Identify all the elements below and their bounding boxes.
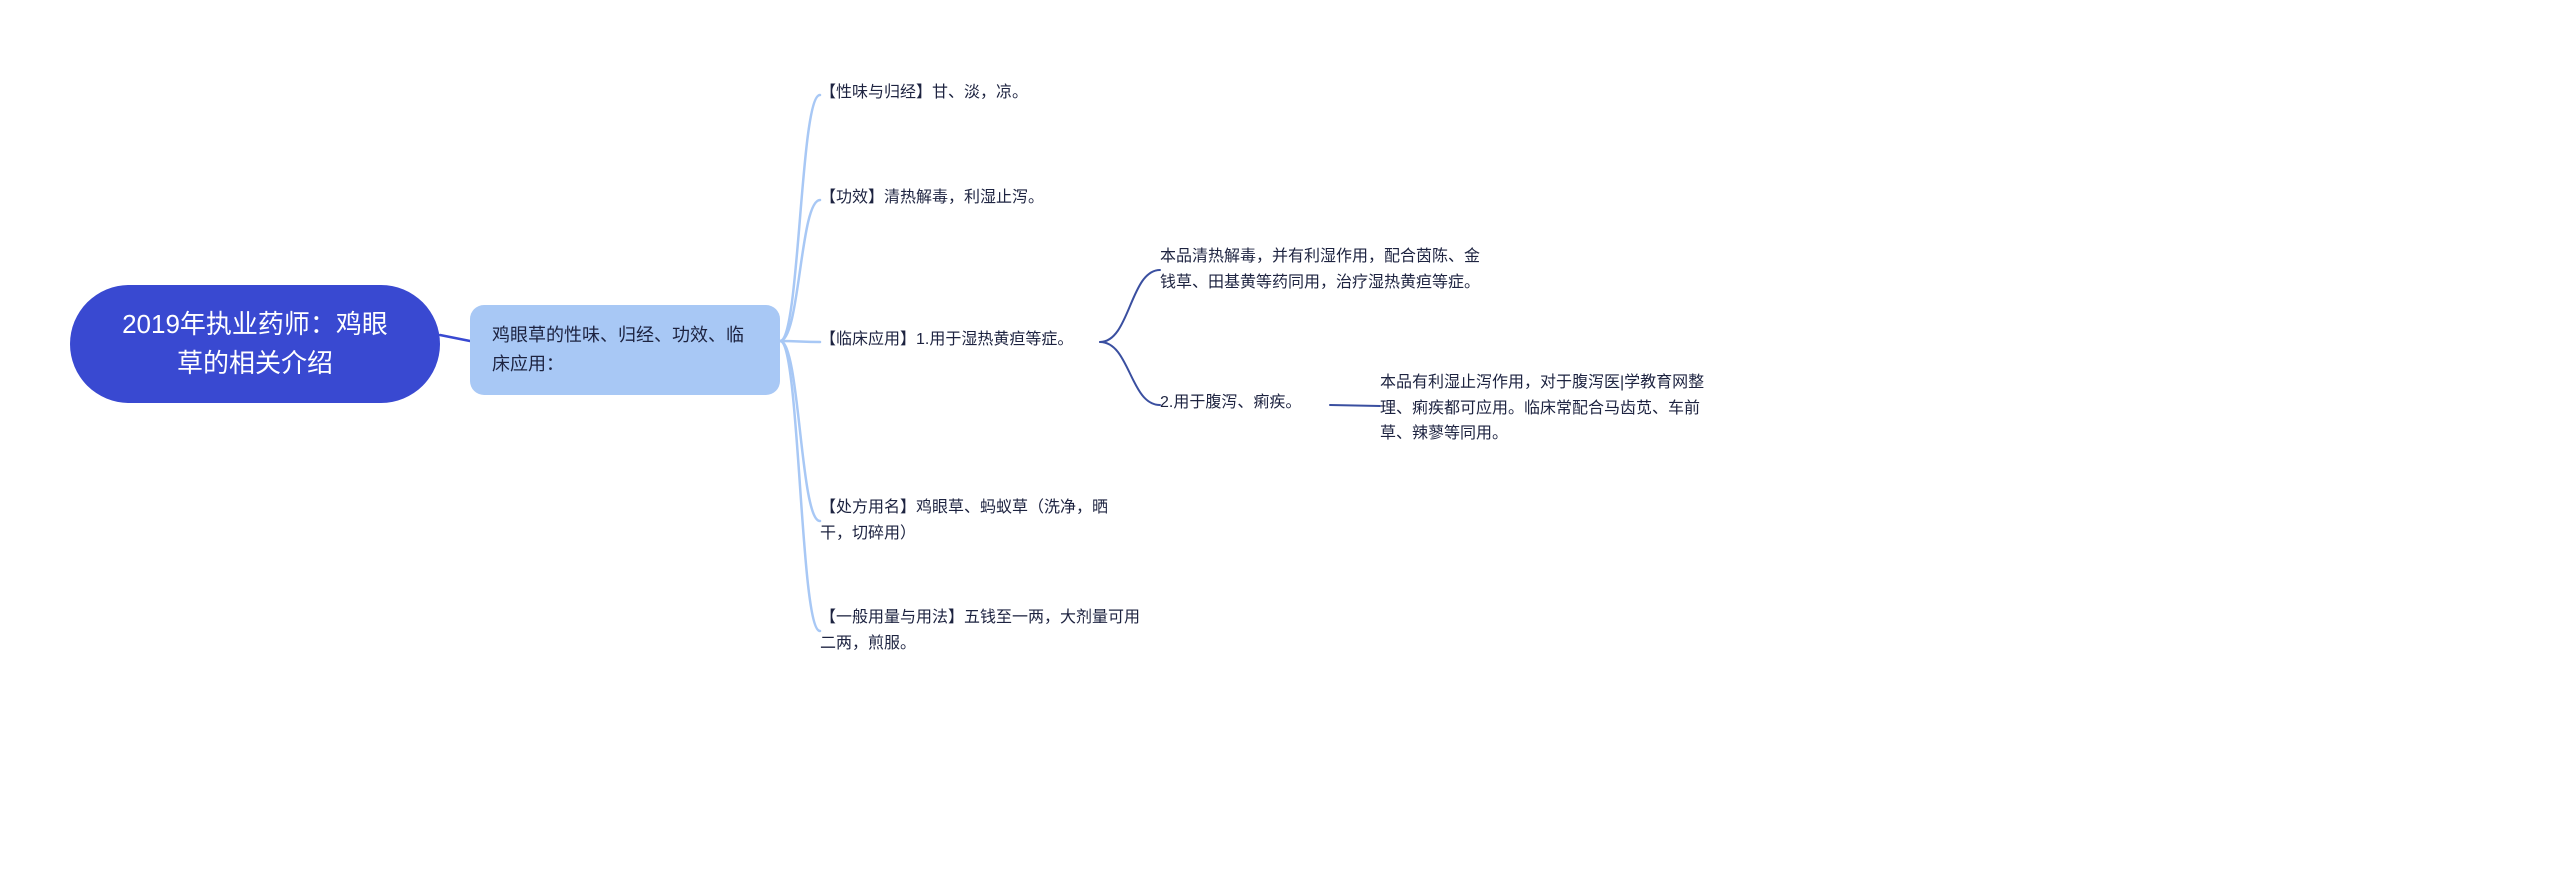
subleaf-node: 2.用于腹泻、痢疾。 <box>1160 390 1330 420</box>
level1-node: 鸡眼草的性味、归经、功效、临床应用： <box>470 305 780 395</box>
connectors-svg <box>0 0 2560 881</box>
subleaf-node: 本品清热解毒，并有利湿作用，配合茵陈、金钱草、田基黄等药同用，治疗湿热黄疸等症。 <box>1160 244 1490 296</box>
mindmap-canvas: 2019年执业药师：鸡眼草的相关介绍 鸡眼草的性味、归经、功效、临床应用： 【性… <box>0 0 2560 881</box>
subsubleaf-node: 本品有利湿止泻作用，对于腹泻医|学教育网整理、痢疾都可应用。临床常配合马齿苋、车… <box>1380 370 1720 447</box>
leaf-node: 【性味与归经】甘、淡，凉。 <box>820 80 1180 110</box>
leaf-node: 【功效】清热解毒，利湿止泻。 <box>820 185 1180 215</box>
leaf-node: 【处方用名】鸡眼草、蚂蚁草（洗净，晒干，切碎用） <box>820 495 1130 547</box>
root-node: 2019年执业药师：鸡眼草的相关介绍 <box>70 285 440 403</box>
leaf-node: 【临床应用】1.用于湿热黄疸等症。 <box>820 327 1100 357</box>
leaf-node: 【一般用量与用法】五钱至一两，大剂量可用二两，煎服。 <box>820 605 1140 657</box>
